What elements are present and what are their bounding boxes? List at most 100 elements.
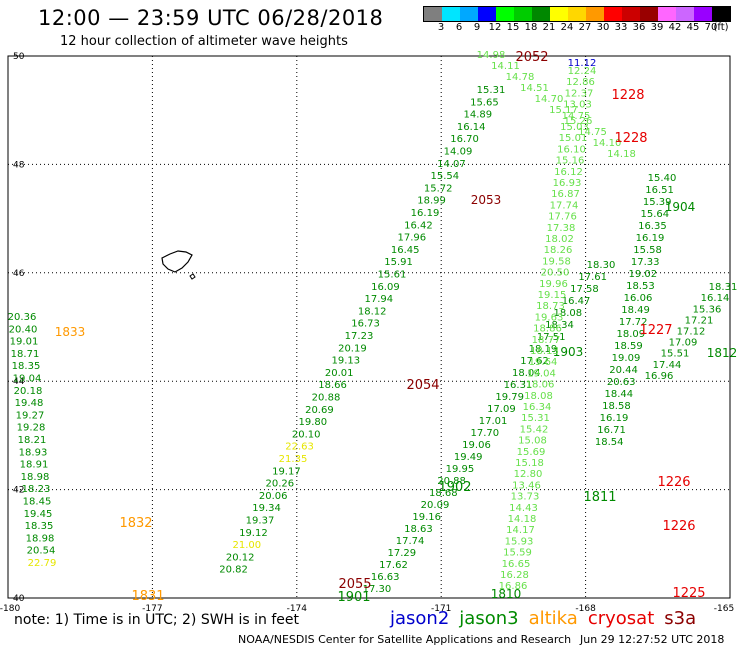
swh-value: 15.58 (633, 245, 662, 256)
swh-value: 17.74 (550, 200, 579, 211)
colorbar-label: 33 (614, 22, 628, 33)
lat-tick-label: 46 (13, 269, 25, 279)
swh-value: 17.09 (487, 404, 516, 415)
swh-value: 14.78 (506, 72, 535, 83)
swh-value: 12.37 (565, 88, 594, 99)
swh-value: 17.09 (669, 338, 698, 349)
swh-value: 16.86 (499, 581, 528, 592)
pass-time-label: 1831 (131, 589, 164, 604)
swh-value: 20.19 (338, 343, 367, 354)
swh-value: 17.38 (547, 223, 576, 234)
swh-value: 15.61 (378, 270, 407, 281)
pass-time-label: 1227 (639, 323, 672, 338)
swh-value: 14.18 (607, 149, 636, 160)
swh-value: 16.12 (554, 167, 583, 178)
swh-value: 20.63 (607, 377, 636, 388)
swh-value: 20.82 (219, 565, 248, 576)
swh-value: 19.06 (462, 440, 491, 451)
colorbar-swatch (658, 7, 676, 21)
swh-value: 16.51 (645, 185, 674, 196)
pass-time-label: 1904 (665, 200, 696, 214)
swh-value: 16.14 (457, 122, 486, 133)
swh-value: 14.75 (562, 111, 591, 122)
lat-tick-label: 40 (13, 594, 25, 604)
swh-value: 18.91 (20, 460, 49, 471)
swh-value: 20.54 (27, 546, 56, 557)
swh-value: 17.58 (570, 284, 599, 295)
swh-value: 12.80 (514, 469, 543, 480)
swh-value: 17.33 (631, 257, 660, 268)
pass-time-label: 2054 (406, 378, 439, 393)
swh-value: 14.10 (593, 138, 622, 149)
swh-value: 20.88 (312, 393, 341, 404)
swh-value: 16.45 (391, 245, 420, 256)
swh-value: 16.19 (636, 233, 665, 244)
swh-value: 20.40 (9, 324, 38, 335)
swh-value: 15.08 (518, 436, 547, 447)
swh-value: 16.34 (523, 402, 552, 413)
swh-value: 17.70 (470, 428, 499, 439)
swh-value: 14.70 (535, 94, 564, 105)
swh-value: 21.00 (232, 540, 261, 551)
swh-value: 17.01 (479, 416, 508, 427)
swh-value: 16.42 (404, 220, 433, 231)
swh-value: 16.28 (500, 570, 529, 581)
swh-value: 18.09 (616, 329, 645, 340)
colorbar-swatch (568, 7, 586, 21)
lat-tick-label: 50 (13, 52, 25, 62)
swh-value: 14.98 (477, 50, 506, 61)
swh-value: 20.44 (609, 365, 638, 376)
swh-value: 18.54 (595, 437, 624, 448)
pass-time-label: 1225 (672, 586, 705, 601)
swh-value: 19.09 (612, 353, 641, 364)
swh-value: 20.88 (437, 476, 466, 487)
swh-value: 19.02 (628, 269, 657, 280)
swh-value: 20.10 (292, 429, 321, 440)
swh-value: 14.09 (444, 147, 473, 158)
swh-value: 20.50 (541, 268, 570, 279)
colorbar-label: 9 (473, 22, 481, 33)
colorbar-label: 6 (455, 22, 463, 33)
islet-outline (189, 273, 196, 280)
swh-value: 18.63 (404, 524, 433, 535)
swh-value: 15.54 (430, 171, 459, 182)
swh-value: 17.94 (364, 294, 393, 305)
swh-value: 19.63 (535, 312, 564, 323)
colorbar-swatch (460, 7, 478, 21)
swh-value: 18.04 (512, 368, 541, 379)
swh-value: 19.45 (24, 509, 53, 520)
swh-value: 17.30 (363, 584, 392, 595)
swh-value: 15.31 (477, 85, 506, 96)
pass-time-label: 1901 (337, 590, 370, 605)
swh-value: 14.51 (520, 83, 549, 94)
swh-value: 17.12 (677, 327, 706, 338)
swh-value: 18.77 (532, 335, 561, 346)
swh-value: 20.01 (325, 368, 354, 379)
swh-value: 16.93 (553, 178, 582, 189)
swh-value: 15.51 (661, 349, 690, 360)
colorbar-label: 39 (650, 22, 664, 33)
swh-value: 20.26 (265, 479, 294, 490)
swh-value: 18.71 (11, 349, 40, 360)
swh-value: 16.47 (562, 296, 591, 307)
colorbar-swatch (496, 7, 514, 21)
swh-value: 22.79 (28, 558, 57, 569)
colorbar-label: 18 (524, 22, 538, 33)
swh-value: 15.18 (515, 458, 544, 469)
swh-value: 12.24 (568, 66, 597, 77)
pass-time-label: 2053 (471, 193, 502, 207)
pass-time-label: 1903 (553, 345, 584, 359)
swh-value: 18.58 (602, 401, 631, 412)
footer-timestamp: Jun 29 12:27:52 UTC 2018 (580, 633, 725, 646)
pass-time-label: 1810 (491, 587, 522, 601)
legend-altika: altika (528, 608, 578, 629)
swh-value: 18.49 (621, 305, 650, 316)
swh-value: 18.45 (23, 497, 52, 508)
lon-tick-label: -165 (714, 604, 734, 614)
swh-value: 18.66 (318, 380, 347, 391)
lon-tick-label: -171 (431, 604, 451, 614)
swh-value: 16.09 (371, 282, 400, 293)
swh-value: 16.31 (504, 380, 533, 391)
swh-value: 19.04 (13, 374, 42, 385)
swh-value: 16.65 (502, 559, 531, 570)
